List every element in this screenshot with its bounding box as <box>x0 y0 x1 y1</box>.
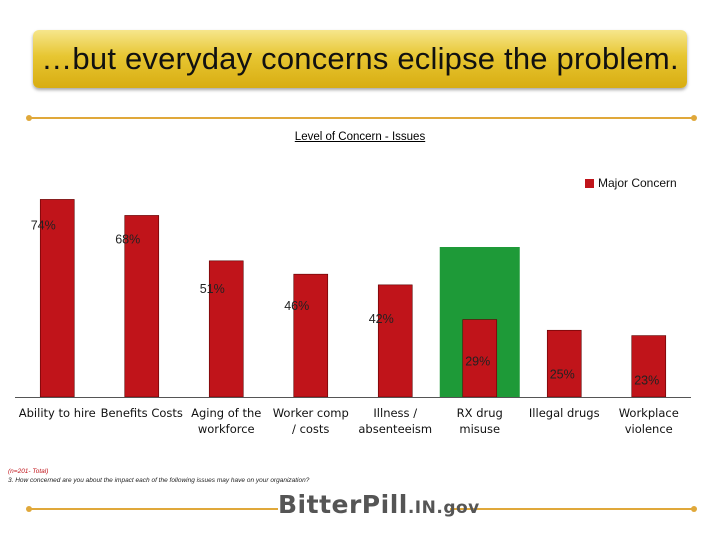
category-label: Benefits Costs <box>101 406 183 420</box>
bar <box>39 199 75 398</box>
logo-in-gov: .IN.gov <box>407 498 480 518</box>
bar <box>546 329 582 398</box>
category-label: Aging of the <box>191 406 261 420</box>
footnote-sample-size: (n=201- Total) <box>8 468 49 475</box>
category-label: Worker comp <box>273 406 349 420</box>
category-label: Workplace <box>619 406 679 420</box>
bottom-divider-right <box>450 508 694 510</box>
chart-title: Level of Concern - Issues <box>294 131 426 143</box>
bottom-divider-right-dot <box>691 506 697 512</box>
data-label: 51% <box>200 282 225 296</box>
bar <box>631 335 667 398</box>
bottom-divider-left <box>30 508 278 510</box>
category-label: Illegal drugs <box>529 406 600 420</box>
data-label: 46% <box>284 299 309 313</box>
data-label: 74% <box>31 218 56 232</box>
bar <box>124 215 160 398</box>
category-label: workforce <box>198 422 255 436</box>
bar <box>377 284 413 398</box>
top-divider-right-dot <box>691 115 697 121</box>
bar-chart: 74% Ability to hire 68% Benefits Costs 51% Ag… <box>15 199 691 436</box>
chart-legend: Major Concern <box>585 176 677 190</box>
data-label: 68% <box>115 232 140 246</box>
slide-title: …but everyday concerns eclipse the probl… <box>41 41 679 76</box>
title-banner: …but everyday concerns eclipse the probl… <box>33 30 687 88</box>
category-label: misuse <box>459 422 500 436</box>
data-label: 29% <box>465 355 490 369</box>
bitterpill-logo: BitterPill .IN.gov <box>278 490 480 522</box>
data-label: 25% <box>550 367 575 381</box>
data-label: 42% <box>369 312 394 326</box>
category-label: violence <box>625 422 673 436</box>
top-divider-left-dot <box>26 115 32 121</box>
footnote-question: 3. How concerned are you about the impac… <box>8 477 310 484</box>
category-label: RX drug <box>457 406 503 420</box>
category-label: Illness / <box>373 406 417 420</box>
bottom-divider-left-dot <box>26 506 32 512</box>
category-label: Ability to hire <box>19 406 96 420</box>
bar <box>293 273 329 398</box>
category-label: absenteeism <box>358 422 432 436</box>
data-label: 23% <box>634 374 659 388</box>
bar <box>208 260 244 398</box>
top-divider <box>30 117 694 119</box>
bar <box>462 319 498 398</box>
category-label: / costs <box>292 422 329 436</box>
logo-bitterpill: BitterPill <box>278 490 408 519</box>
legend-swatch <box>585 178 594 188</box>
legend-label: Major Concern <box>598 176 677 190</box>
